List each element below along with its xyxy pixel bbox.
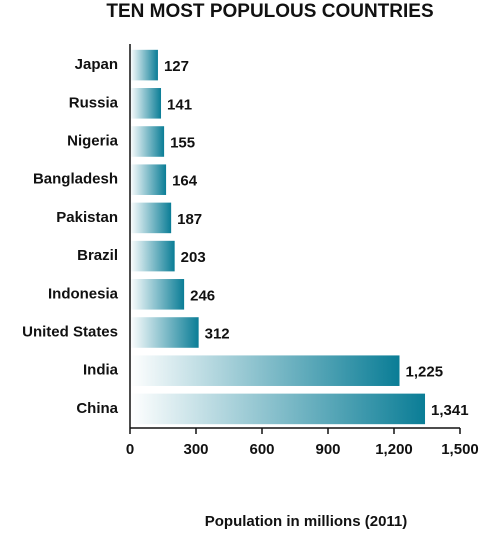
- value-label: 187: [177, 211, 202, 228]
- y-tick-label: Nigeria: [67, 132, 119, 149]
- value-label: 246: [190, 287, 215, 304]
- value-label: 155: [170, 134, 195, 151]
- value-label: 127: [164, 58, 189, 75]
- y-tick-label: Russia: [69, 94, 119, 111]
- value-label: 164: [172, 173, 198, 190]
- y-tick-label: Bangladesh: [33, 171, 118, 188]
- bar: [130, 126, 165, 157]
- x-tick-label: 1,500: [441, 441, 479, 458]
- bar: [130, 240, 175, 272]
- value-label: 141: [167, 96, 192, 113]
- value-label: 1,341: [431, 402, 469, 419]
- y-tick-label: Japan: [75, 56, 118, 73]
- bar: [130, 49, 158, 81]
- x-tick-label: 900: [315, 441, 340, 458]
- value-label: 203: [181, 249, 206, 266]
- bar: [130, 393, 426, 425]
- y-tick-label: Pakistan: [56, 209, 118, 226]
- y-tick-label: India: [83, 362, 119, 379]
- x-tick-label: 600: [249, 441, 274, 458]
- x-tick-label: 1,200: [375, 441, 413, 458]
- chart-title: TEN MOST POPULOUS COUNTRIES: [106, 1, 433, 22]
- value-label: 1,225: [406, 364, 444, 381]
- bar: [130, 355, 400, 386]
- x-tick-label: 0: [126, 441, 134, 458]
- value-label: 312: [205, 325, 230, 342]
- bar: [130, 279, 185, 310]
- bar: [130, 202, 172, 234]
- y-tick-label: China: [76, 400, 118, 417]
- y-tick-label: Brazil: [77, 247, 118, 264]
- x-axis-label: Population in millions (2011): [205, 513, 408, 530]
- x-tick-label: 300: [183, 441, 208, 458]
- y-tick-label: United States: [22, 323, 118, 340]
- bar: [130, 317, 199, 348]
- bar: [130, 88, 162, 119]
- y-tick-label: Indonesia: [48, 285, 119, 302]
- bar: [130, 164, 167, 195]
